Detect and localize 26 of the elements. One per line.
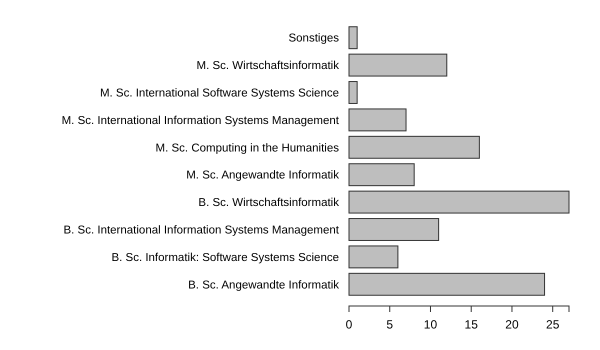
y-tick-label: B. Sc. Angewandte Informatik	[188, 279, 340, 292]
x-tick-label: 15	[464, 318, 478, 332]
bar	[348, 218, 440, 241]
y-tick-label: B. Sc. Informatik: Software Systems Science	[111, 252, 339, 264]
y-tick-label: B. Sc. International Information Systems Management	[64, 224, 340, 237]
x-tick-label: 5	[386, 318, 394, 332]
x-tick-label: 20	[505, 318, 519, 332]
y-tick-label: M. Sc. Computing in the Humanities	[156, 142, 340, 154]
bar	[348, 26, 358, 50]
x-tick-label: 10	[424, 318, 438, 332]
y-tick-label: B. Sc. Wirtschaftsinformatik	[198, 197, 340, 210]
bar	[348, 245, 398, 268]
bar	[348, 136, 480, 159]
bar	[348, 163, 415, 186]
y-tick-label: Sonstiges	[288, 32, 340, 45]
bar	[348, 108, 407, 132]
bar	[348, 272, 546, 296]
x-tick-label: 0	[346, 318, 353, 332]
y-tick-label: M. Sc. Wirtschaftsinformatik	[196, 60, 340, 72]
bar	[348, 190, 570, 214]
y-tick-label: M. Sc. Angewandte Informatik	[186, 170, 340, 182]
y-tick-label: M. Sc. International Software Systems Science	[100, 88, 339, 100]
y-tick-label: M. Sc. International Information Systems Management	[62, 114, 340, 127]
x-tick-label: 25	[546, 318, 560, 332]
bar	[348, 54, 448, 77]
bar	[348, 81, 358, 104]
